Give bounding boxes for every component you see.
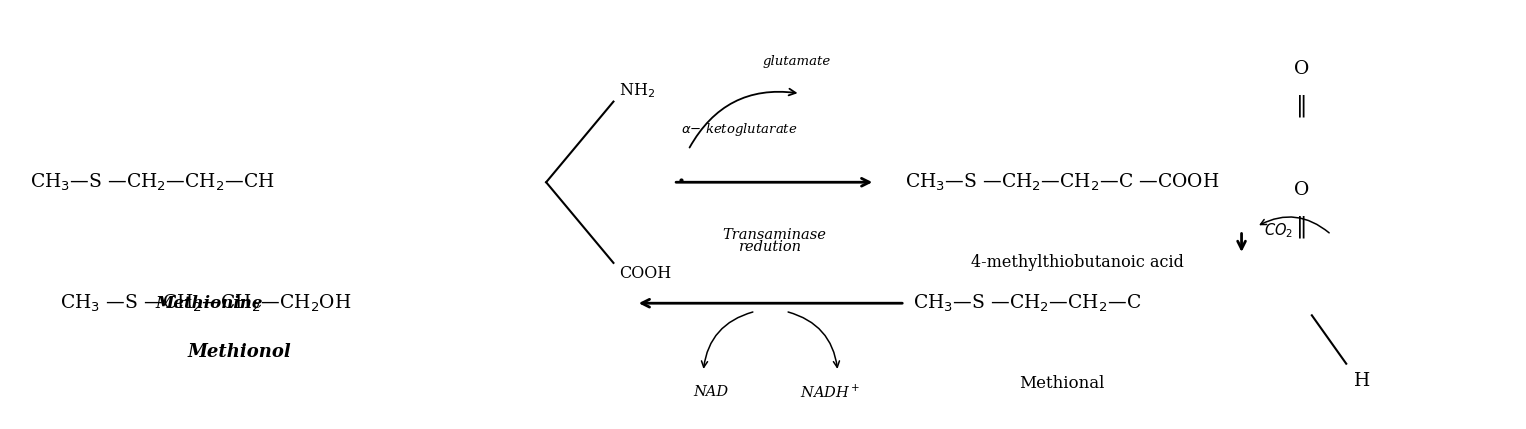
- Text: glutamate: glutamate: [763, 55, 832, 68]
- Text: O: O: [1294, 181, 1309, 199]
- Text: Methional: Methional: [1019, 375, 1105, 393]
- Text: ‖: ‖: [1296, 94, 1308, 117]
- Text: $\it{CO_2}$: $\it{CO_2}$: [1264, 221, 1293, 240]
- Text: NH$_2$: NH$_2$: [620, 81, 656, 100]
- Text: NADH$^+$: NADH$^+$: [801, 383, 861, 401]
- Text: Methionine: Methionine: [156, 295, 264, 312]
- Text: COOH: COOH: [620, 265, 671, 282]
- Text: H: H: [1354, 372, 1370, 390]
- Text: CH$_3$—S —CH$_2$—CH$_2$—C: CH$_3$—S —CH$_2$—CH$_2$—C: [913, 293, 1141, 314]
- Text: ‖: ‖: [1296, 215, 1308, 238]
- Text: CH$_3$—S —CH$_2$—CH$_2$—CH: CH$_3$—S —CH$_2$—CH$_2$—CH: [31, 172, 275, 193]
- Text: 4-methylthiobutanoic acid: 4-methylthiobutanoic acid: [971, 254, 1184, 272]
- Text: O: O: [1294, 60, 1309, 79]
- Text: Transaminase: Transaminase: [722, 228, 826, 242]
- Text: CH$_3$—S —CH$_2$—CH$_2$—C —COOH: CH$_3$—S —CH$_2$—CH$_2$—C —COOH: [905, 172, 1219, 193]
- Text: CH$_3$ —S —CH$_2$—CH$_2$—CH$_2$OH: CH$_3$ —S —CH$_2$—CH$_2$—CH$_2$OH: [60, 293, 351, 314]
- Text: $\alpha$$-$ ketoglutarate: $\alpha$$-$ ketoglutarate: [681, 121, 797, 138]
- Text: redution: redution: [739, 240, 803, 254]
- Text: NAD: NAD: [693, 385, 728, 399]
- Text: Methionol: Methionol: [188, 343, 291, 361]
